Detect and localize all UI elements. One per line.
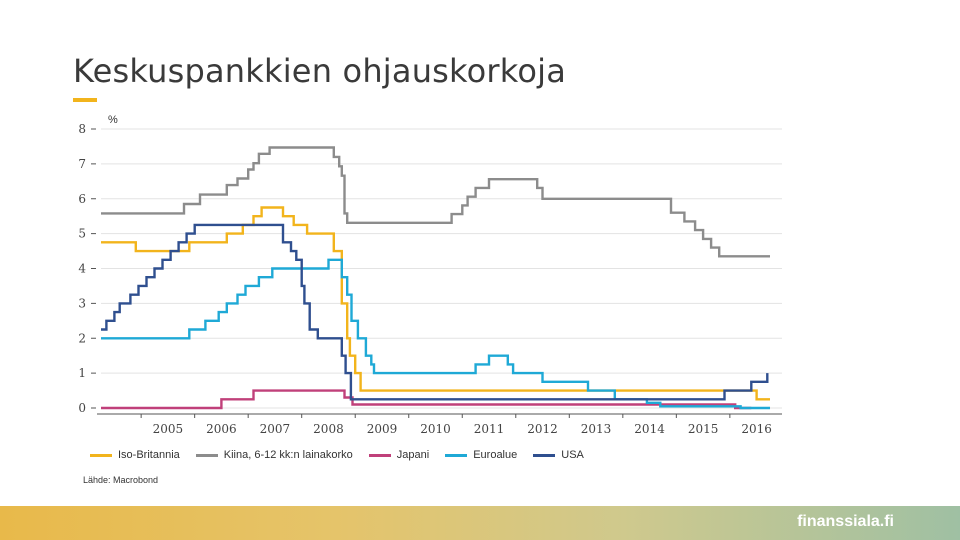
y-tick-label: 6 [78,192,86,206]
series-line-japan [101,389,752,410]
legend-label-china: Kiina, 6-12 kk:n lainakorko [223,449,353,461]
y-tick-label: 5 [78,227,86,241]
legend-swatch-china [195,453,218,457]
x-tick-label: 2011 [474,422,505,436]
chart-series [101,146,770,410]
x-tick-label: 2009 [367,422,398,436]
x-tick-label: 2005 [153,422,184,436]
legend-label-usa: USA [561,449,584,461]
title-accent-bar [73,98,97,102]
legend-swatch-japan [368,453,391,457]
y-tick-label: 1 [78,366,86,380]
source-note: Lähde: Macrobond [83,475,159,485]
x-tick-label: 2010 [420,422,451,436]
y-tick-label: 7 [78,157,86,171]
chart-legend: Iso-Britannia Kiina, 6-12 kk:n lainakork… [90,449,584,461]
legend-item-uk: Iso-Britannia [90,449,180,461]
x-tick-label: 2012 [527,422,558,436]
chart-grid [101,128,782,409]
x-tick-label: 2013 [581,422,612,436]
x-tick-label: 2015 [688,422,719,436]
legend-swatch-usa [533,453,556,457]
y-tick-label: 0 [78,401,86,415]
series-line-china [101,146,770,258]
legend-label-uk: Iso-Britannia [118,449,180,461]
legend-item-japan: Japani [368,449,430,461]
legend-swatch-euro [445,453,468,457]
x-axis: 2005 2006 2007 2008 2009 2010 2011 2012 2013 2014… [97,413,782,436]
legend-item-usa: USA [533,449,584,461]
x-tick-label: 2008 [313,422,344,436]
series-line-uk [101,206,770,401]
x-tick-label: 2007 [260,422,291,436]
y-axis: 0 1 2 3 4 5 6 7 8 [78,122,96,415]
series-line-euro [101,258,770,410]
legend-item-china: Kiina, 6-12 kk:n lainakorko [195,449,353,461]
legend-swatch-uk [90,453,112,457]
legend-label-euro: Euroalue [473,449,518,461]
y-tick-label: 2 [78,331,86,345]
x-tick-label: 2006 [206,422,237,436]
series-line-usa [101,223,769,401]
brand-logo-text[interactable]: finanssiala.fi [797,513,894,530]
x-tick-label: 2016 [741,422,772,436]
legend-item-euro: Euroalue [445,449,517,461]
slide-title: Keskuspankkien ohjauskorkoja [73,52,567,90]
y-tick-label: 4 [78,262,86,276]
legend-label-japan: Japani [396,449,430,461]
footer-band [0,506,960,540]
y-tick-label: 8 [78,122,86,136]
x-tick-label: 2014 [634,422,665,436]
y-axis-unit-label: % [108,114,118,126]
y-tick-label: 3 [78,296,86,310]
